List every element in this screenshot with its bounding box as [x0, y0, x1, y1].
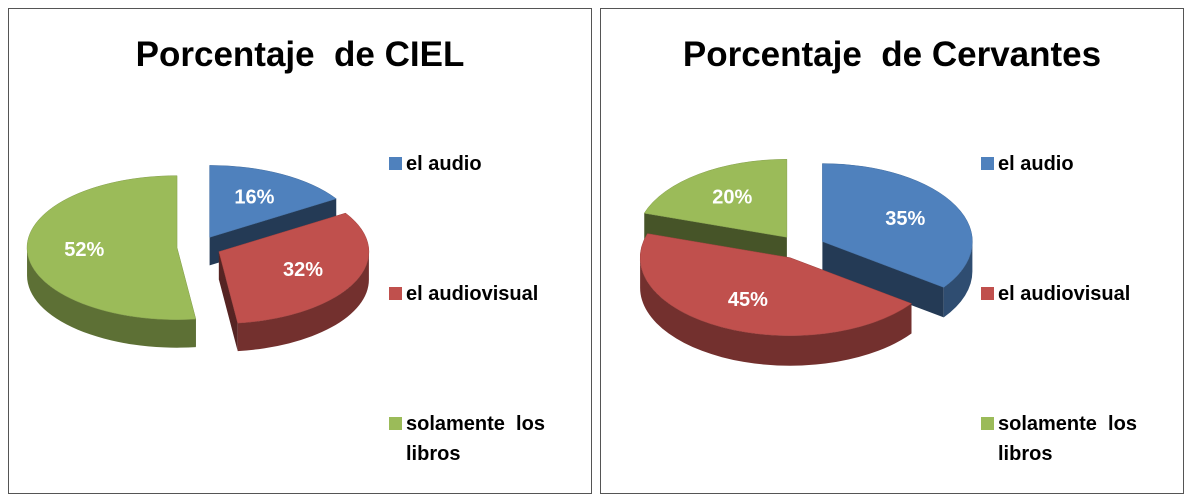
slice-wall	[27, 247, 196, 348]
slice-side	[218, 251, 238, 352]
pie-slice	[639, 233, 912, 336]
legend-swatch	[389, 287, 402, 300]
slice-side	[822, 241, 944, 318]
pie-tops: 16% 32% 52%	[26, 165, 370, 324]
slice-wall	[237, 251, 369, 352]
legend-label: el audio	[406, 153, 482, 175]
pie-slice	[209, 165, 337, 238]
pie-slice	[26, 175, 197, 320]
chart-panel: Porcentaje de CIEL 16% 32% 52% el audio el au…	[8, 8, 592, 494]
chart-panel: Porcentaje de Cervantes 35% 45% 20% el audio…	[600, 8, 1184, 494]
pie-chart: 35% 45% 20%	[639, 159, 973, 366]
legend-label: el audio	[998, 153, 1074, 175]
slice-label: 52%	[64, 239, 104, 261]
pie-tops: 35% 45% 20%	[639, 159, 973, 336]
slice-label: 45%	[728, 289, 768, 311]
legend-swatch	[389, 417, 402, 430]
chart-title: Porcentaje de Cervantes	[682, 35, 1102, 74]
pie-chart: 16% 32% 52%	[26, 165, 370, 352]
legend-swatch	[981, 287, 994, 300]
legend-label: el audiovisual	[406, 283, 539, 305]
slice-label: 20%	[712, 186, 752, 208]
legend-label: el audiovisual	[998, 283, 1131, 305]
pie-slice	[218, 212, 370, 324]
legend-label: solamente los libros	[998, 413, 1143, 465]
slice-label: 35%	[885, 208, 925, 230]
slice-label: 32%	[283, 259, 323, 281]
slice-wall	[943, 241, 973, 318]
slice-wall	[640, 257, 912, 366]
legend-swatch	[981, 157, 994, 170]
pie-slice	[822, 163, 973, 288]
legend-swatch	[981, 417, 994, 430]
legend-label: solamente los libros	[406, 413, 551, 465]
slice-label: 16%	[234, 187, 274, 209]
chart-title: Porcentaje de CIEL	[135, 35, 465, 74]
legend-swatch	[389, 157, 402, 170]
pie-slice	[643, 159, 788, 238]
